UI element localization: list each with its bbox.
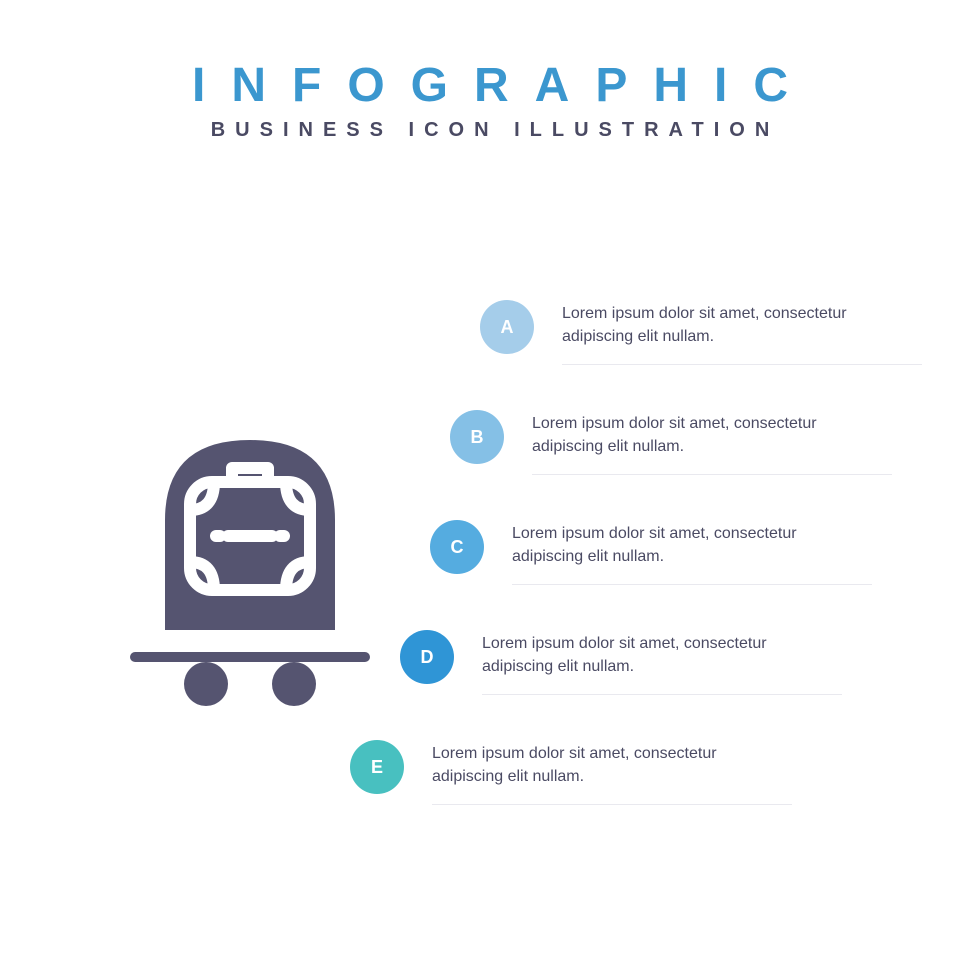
step-item: E Lorem ipsum dolor sit amet, consectetur… [350, 740, 792, 805]
header: INFOGRAPHIC BUSINESS ICON ILLUSTRATION [0, 0, 980, 142]
step-badge: A [480, 300, 534, 354]
step-item: B Lorem ipsum dolor sit amet, consectetur… [450, 410, 892, 475]
page-title: INFOGRAPHIC [0, 58, 980, 113]
step-text: Lorem ipsum dolor sit amet, consectetur … [562, 300, 922, 365]
step-item: D Lorem ipsum dolor sit amet, consectetur… [400, 630, 842, 695]
step-item: C Lorem ipsum dolor sit amet, consectetur… [430, 520, 872, 585]
cart-platform [130, 652, 370, 662]
step-text: Lorem ipsum dolor sit amet, consectetur … [482, 630, 842, 695]
step-text: Lorem ipsum dolor sit amet, consectetur … [432, 740, 792, 805]
cart-wheel-right [272, 662, 316, 706]
luggage-cart-icon [120, 420, 380, 715]
step-text: Lorem ipsum dolor sit amet, consectetur … [512, 520, 872, 585]
step-item: A Lorem ipsum dolor sit amet, consectetur… [480, 300, 922, 365]
step-badge: D [400, 630, 454, 684]
infographic-stage: A Lorem ipsum dolor sit amet, consectetur… [0, 300, 980, 880]
step-text: Lorem ipsum dolor sit amet, consectetur … [532, 410, 892, 475]
cart-wheel-left [184, 662, 228, 706]
step-badge: E [350, 740, 404, 794]
step-badge: B [450, 410, 504, 464]
page-subtitle: BUSINESS ICON ILLUSTRATION [0, 119, 980, 142]
step-badge: C [430, 520, 484, 574]
